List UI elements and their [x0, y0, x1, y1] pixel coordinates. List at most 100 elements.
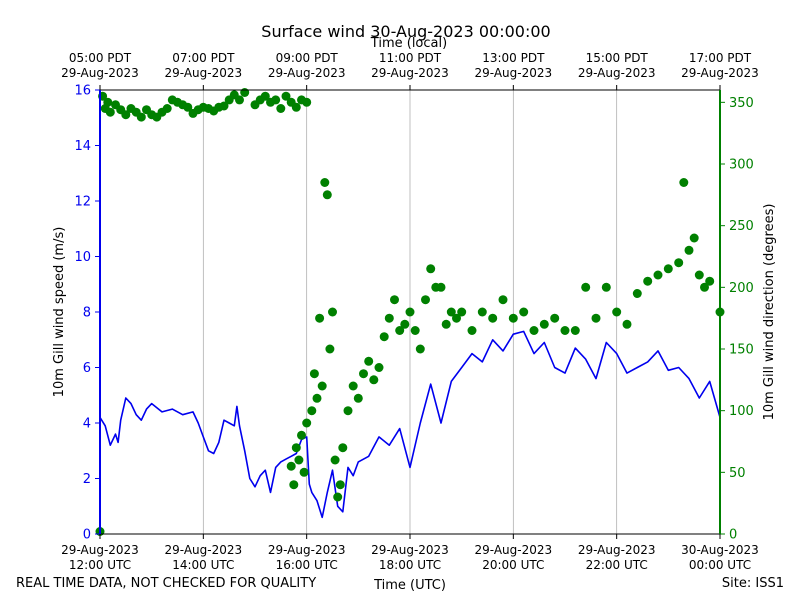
bottom-tick-date: 29-Aug-2023 [268, 543, 346, 557]
speed-line [99, 330, 721, 519]
chart-title: Surface wind 30-Aug-2023 00:00:00 [261, 22, 550, 41]
bottom-tick-time: 18:00 UTC [379, 558, 441, 572]
direction-point [315, 313, 325, 323]
direction-point [309, 369, 319, 379]
direction-point [400, 319, 410, 329]
left-tick-label: 2 [83, 472, 91, 487]
direction-point [294, 455, 304, 465]
direction-point [359, 369, 368, 379]
direction-point [663, 264, 673, 274]
direction-point [410, 326, 420, 335]
left-tick-label: 10 [74, 250, 91, 265]
bottom-tick-time: 12:00 UTC [69, 558, 131, 572]
bottom-tick-time: 00:00 UTC [689, 558, 751, 572]
top-tick-date: 29-Aug-2023 [165, 66, 243, 80]
right-tick-label: 300 [729, 158, 754, 173]
direction-point [452, 313, 461, 323]
left-axis-label: 10m Gill wind speed (m/s) [52, 227, 67, 398]
top-tick-date: 29-Aug-2023 [61, 66, 139, 80]
direction-point [622, 319, 632, 329]
direction-point [312, 393, 322, 403]
top-tick-time: 07:00 PDT [172, 51, 235, 65]
direction-point [348, 381, 358, 391]
right-tick-label: 50 [729, 466, 746, 481]
bottom-tick-time: 14:00 UTC [172, 558, 234, 572]
direction-point [674, 258, 684, 268]
direction-point [679, 178, 689, 187]
direction-point [694, 270, 704, 280]
direction-point [103, 97, 113, 107]
direction-point [330, 455, 340, 465]
direction-point [281, 91, 291, 101]
left-tick-label: 12 [74, 195, 91, 210]
direction-point [183, 102, 193, 112]
bottom-tick-date: 29-Aug-2023 [165, 543, 243, 557]
direction-point [276, 104, 286, 113]
direction-point [335, 480, 345, 490]
left-tick-label: 14 [74, 139, 91, 154]
direction-point [591, 313, 601, 323]
direction-point [235, 95, 244, 105]
direction-point [338, 443, 348, 453]
speed-series-layer [99, 330, 721, 519]
direction-point [519, 307, 529, 317]
right-axis-label: 10m Gill wind direction (degrees) [762, 204, 777, 421]
direction-point [684, 245, 694, 255]
left-tick-label: 16 [74, 84, 91, 99]
direction-point [550, 313, 560, 323]
direction-point [643, 276, 653, 286]
bottom-tick-date: 29-Aug-2023 [578, 543, 656, 557]
direction-point [219, 101, 229, 111]
site-label: Site: ISS1 [721, 576, 784, 591]
direction-point [477, 307, 487, 317]
direction-series-layer [95, 88, 725, 536]
left-tick-label: 4 [83, 417, 91, 432]
bottom-tick-date: 30-Aug-2023 [681, 543, 759, 557]
direction-point [162, 104, 172, 113]
direction-point [395, 326, 405, 335]
top-tick-time: 09:00 PDT [276, 51, 339, 65]
top-tick-date: 29-Aug-2023 [578, 66, 656, 80]
direction-point [689, 233, 699, 243]
direction-point [653, 270, 663, 280]
bottom-tick-date: 29-Aug-2023 [371, 543, 449, 557]
right-tick-label: 250 [729, 219, 754, 234]
direction-point [581, 282, 591, 292]
direction-point [415, 344, 425, 354]
direction-point [374, 363, 384, 372]
direction-point [291, 102, 301, 112]
direction-point [441, 319, 451, 329]
top-tick-date: 29-Aug-2023 [681, 66, 759, 80]
left-axis-ticks: 0 2 4 6 8 10 12 14 16 [74, 84, 100, 543]
bottom-tick-date: 29-Aug-2023 [475, 543, 553, 557]
direction-point [612, 307, 622, 317]
left-tick-label: 8 [83, 306, 91, 321]
direction-point [286, 461, 296, 471]
bottom-tick-time: 20:00 UTC [482, 558, 544, 572]
top-tick-time: 15:00 PDT [586, 51, 649, 65]
right-tick-label: 100 [729, 404, 754, 419]
direction-point [353, 393, 363, 403]
top-tick-time: 17:00 PDT [689, 51, 752, 65]
direction-point [320, 178, 330, 187]
direction-point [369, 375, 379, 385]
bottom-tick-time: 16:00 UTC [276, 558, 338, 572]
direction-point [539, 319, 549, 329]
direction-point [405, 307, 415, 317]
bottom-tick-date: 29-Aug-2023 [61, 543, 139, 557]
direction-point [529, 326, 539, 335]
direction-point [105, 107, 115, 117]
direction-point [421, 295, 430, 305]
direction-point [700, 282, 709, 292]
direction-point [508, 313, 518, 323]
top-tick-time: 05:00 PDT [69, 51, 132, 65]
direction-point [302, 97, 312, 107]
direction-point [121, 110, 131, 120]
direction-point [384, 313, 394, 323]
direction-point [705, 276, 715, 286]
direction-point [289, 480, 299, 490]
direction-point [322, 190, 332, 200]
direction-point [299, 467, 309, 477]
